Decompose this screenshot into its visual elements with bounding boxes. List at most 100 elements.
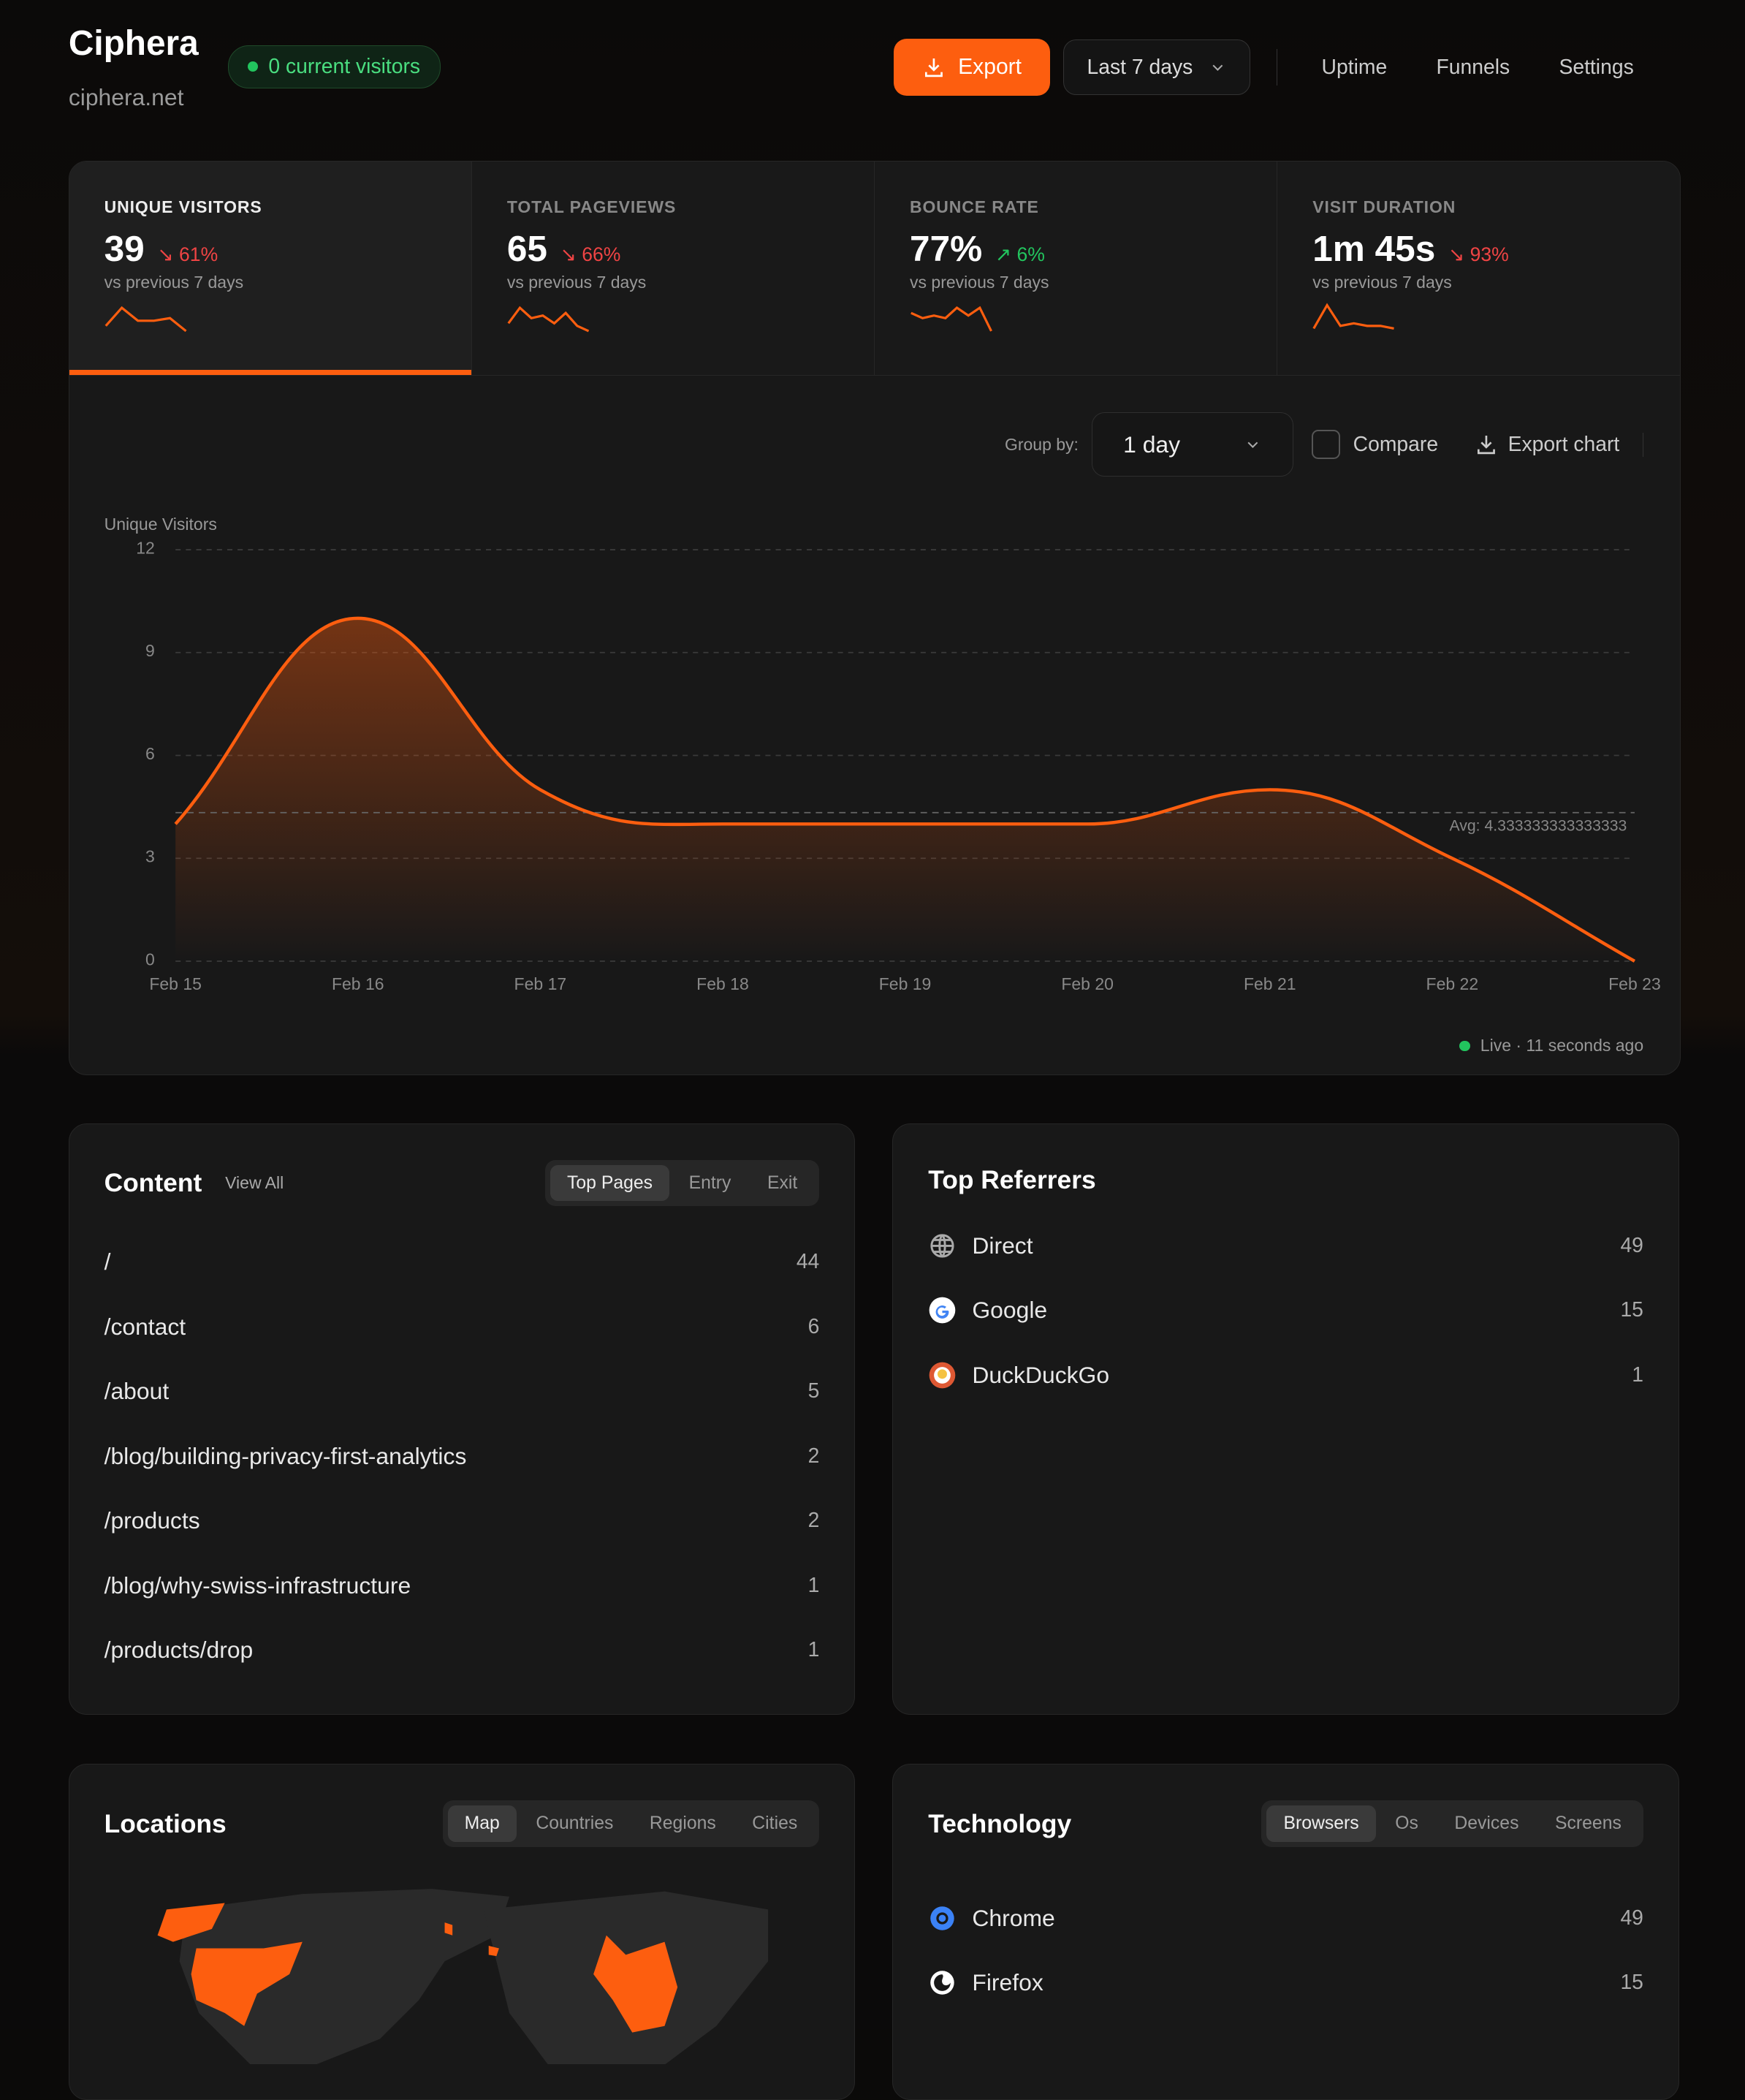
group-by-select[interactable]: 1 day (1091, 412, 1293, 477)
page-row[interactable]: / 44 (104, 1229, 820, 1295)
stat-unique-visitors[interactable]: UNIQUE VISITORS 39 ↘ 61% vs previous 7 da… (69, 161, 473, 375)
page-row[interactable]: /products 2 (104, 1488, 820, 1553)
world-map[interactable] (121, 1884, 845, 2065)
list-item[interactable]: DuckDuckGo 1 (928, 1343, 1643, 1408)
page-row[interactable]: /contact 6 (104, 1295, 820, 1360)
stat-label: VISIT DURATION (1312, 197, 1456, 217)
y-tick-label: 3 (145, 846, 155, 865)
stat-bounce-rate[interactable]: BOUNCE RATE 77% ↗ 6% vs previous 7 days (875, 161, 1278, 375)
tab-screens[interactable]: Screens (1555, 1813, 1622, 1834)
stat-subtitle: vs previous 7 days (1312, 272, 1452, 292)
page-path: /products (104, 1507, 200, 1534)
tab-cities[interactable]: Cities (752, 1813, 798, 1834)
page-count: 6 (807, 1314, 820, 1338)
y-tick-label: 9 (145, 641, 155, 660)
locations-title: Locations (104, 1808, 227, 1838)
area-fill (175, 618, 1635, 961)
series-line (174, 616, 1635, 963)
globe-icon (928, 1232, 957, 1260)
view-all-link[interactable]: View All (225, 1173, 284, 1193)
page-count: 1 (807, 1638, 820, 1662)
x-tick-label: Feb 17 (514, 974, 566, 993)
stat-change-value: 66% (582, 243, 621, 266)
item-count: 15 (1620, 1298, 1643, 1322)
stat-visit-duration[interactable]: VISIT DURATION 1m 45s ↘ 93% vs previous 7… (1277, 161, 1680, 375)
item-count: 49 (1620, 1233, 1643, 1257)
tab-map[interactable]: Map (447, 1805, 517, 1842)
export-label: Export (958, 55, 1022, 80)
tab-exit[interactable]: Exit (767, 1172, 798, 1193)
overview-card: UNIQUE VISITORS 3 9 ↘ 61% vs previous 7 da… (68, 160, 1681, 1076)
site-domain: ciphera.net (68, 84, 184, 111)
date-range-select[interactable]: Last 7 days (1062, 39, 1251, 96)
page-row[interactable]: /products/drop 1 (104, 1618, 820, 1683)
current-visitors-badge: 0 current visitors (227, 45, 441, 88)
page-row[interactable]: /blog/why-swiss-infrastructure 1 (104, 1553, 820, 1618)
tab-countries[interactable]: Countries (536, 1813, 614, 1834)
page-row[interactable]: /about 5 (104, 1359, 820, 1424)
y-tick-label: 12 (136, 538, 155, 557)
list-item[interactable]: Firefox 15 (928, 1950, 1643, 2015)
date-range-label: Last 7 days (1087, 55, 1193, 79)
item-name: Direct (972, 1232, 1033, 1259)
nav-uptime[interactable]: Uptime (1321, 55, 1388, 79)
x-tick-label: Feb 23 (1608, 974, 1661, 993)
page-count: 44 (796, 1250, 820, 1274)
arrow-down-right-icon: ↘ (157, 243, 174, 266)
google-icon (928, 1296, 957, 1324)
group-by-label: Group by: (1004, 434, 1079, 454)
tab-os[interactable]: Os (1395, 1813, 1418, 1834)
stat-subtitle: vs previous 7 days (506, 272, 647, 292)
stat-change: ↘ 61% (157, 243, 218, 266)
export-chart-button[interactable]: Export chart (1475, 432, 1644, 457)
stat-label: UNIQUE VISITORS (104, 197, 262, 217)
sparkline (104, 306, 187, 333)
live-status: Live · 11 seconds ago (1459, 1036, 1643, 1055)
page-row[interactable]: /blog/building-privacy-first-analytics 2 (104, 1424, 820, 1489)
content-panel: Content View All Top Pages Entry Exit / 4… (68, 1123, 856, 1715)
tab-devices[interactable]: Devices (1454, 1813, 1519, 1834)
chrome-icon (928, 1904, 957, 1933)
stat-change: ↗ 6% (995, 243, 1045, 266)
tab-browsers[interactable]: Browsers (1266, 1805, 1376, 1842)
item-name: Chrome (972, 1904, 1055, 1931)
stat-change: ↘ 93% (1448, 243, 1509, 266)
chevron-down-icon (1212, 64, 1223, 71)
header: Ciphera ciphera.net 0 current visitors E… (69, 23, 1652, 114)
tab-entry[interactable]: Entry (688, 1172, 731, 1193)
stat-change-value: 61% (179, 243, 218, 266)
list-item[interactable]: Google 15 (928, 1278, 1643, 1343)
tab-top-pages[interactable]: Top Pages (550, 1165, 670, 1202)
technology-title: Technology (928, 1808, 1072, 1838)
stat-change-value: 93% (1470, 243, 1509, 266)
locations-panel: Locations Map Countries Regions Cities (68, 1763, 856, 2100)
list-item[interactable]: Direct 49 (928, 1213, 1643, 1278)
checkbox-icon (1311, 430, 1340, 459)
content-title: Content (104, 1168, 202, 1198)
tab-regions[interactable]: Regions (649, 1813, 716, 1834)
x-tick-label: Feb 16 (332, 974, 384, 993)
page-count: 2 (807, 1509, 820, 1533)
stat-total-pageviews[interactable]: TOTAL PAGEVIEWS 65 ↘ 66% vs previous 7 da… (472, 161, 875, 375)
nav-funnels[interactable]: Funnels (1436, 55, 1510, 79)
y-tick-label: 6 (145, 743, 155, 762)
nav-settings[interactable]: Settings (1559, 55, 1634, 79)
x-tick-label: Feb 21 (1244, 974, 1296, 993)
export-chart-label: Export chart (1508, 432, 1620, 456)
average-label: Avg: 4.333333333333333 (1449, 816, 1627, 834)
page-count: 1 (807, 1573, 820, 1597)
x-tick-label: Feb 20 (1061, 974, 1114, 993)
stat-subtitle: vs previous 7 days (104, 272, 244, 292)
stat-label: TOTAL PAGEVIEWS (506, 197, 677, 217)
item-name: Firefox (972, 1969, 1043, 1996)
x-tick-label: Feb 22 (1426, 974, 1478, 993)
x-tick-label: Feb 19 (879, 974, 932, 993)
chevron-down-icon (1247, 441, 1258, 448)
compare-checkbox[interactable]: Compare (1311, 430, 1438, 459)
stat-change-value: 6% (1016, 243, 1045, 266)
x-tick-label: Feb 15 (149, 974, 202, 993)
export-button[interactable]: Export (893, 39, 1050, 96)
item-count: 15 (1620, 1971, 1643, 1995)
sparkline (507, 306, 589, 333)
list-item[interactable]: Chrome 49 (928, 1886, 1643, 1951)
